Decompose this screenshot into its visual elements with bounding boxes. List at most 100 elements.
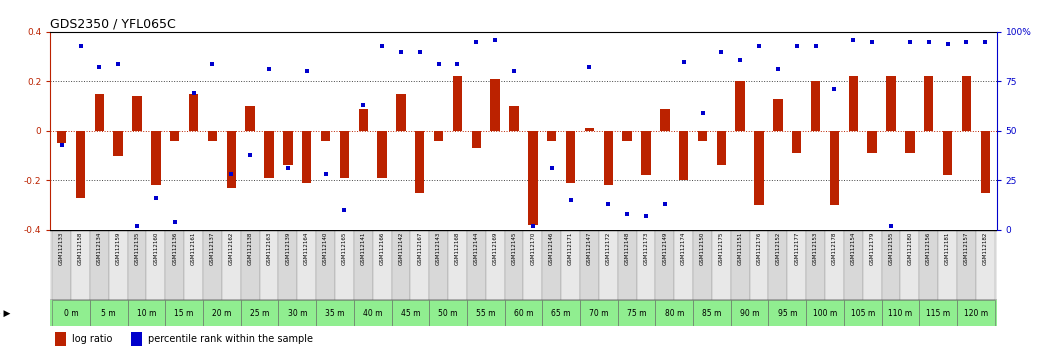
- Bar: [618, 230, 637, 301]
- Text: 80 m: 80 m: [665, 309, 684, 318]
- Bar: [830, 131, 839, 205]
- Bar: [429, 301, 467, 326]
- Text: GSM112133: GSM112133: [59, 232, 64, 265]
- Bar: [128, 230, 147, 301]
- Text: GSM112179: GSM112179: [870, 232, 875, 265]
- Bar: [580, 230, 599, 301]
- Text: GSM112172: GSM112172: [605, 232, 611, 265]
- Bar: [957, 230, 976, 301]
- Bar: [924, 76, 934, 131]
- Bar: [222, 230, 240, 301]
- Bar: [716, 131, 726, 165]
- Bar: [90, 301, 128, 326]
- Bar: [886, 76, 896, 131]
- Text: 25 m: 25 m: [250, 309, 270, 318]
- Text: GSM112176: GSM112176: [756, 232, 762, 265]
- Bar: [656, 230, 675, 301]
- Bar: [792, 131, 801, 153]
- Text: GSM112166: GSM112166: [380, 232, 385, 265]
- Text: GSM112137: GSM112137: [210, 232, 215, 265]
- Bar: [769, 301, 807, 326]
- Bar: [618, 301, 656, 326]
- Bar: [807, 230, 825, 301]
- Bar: [698, 131, 707, 141]
- Point: [939, 41, 956, 47]
- Point: [844, 37, 861, 42]
- Text: GSM112135: GSM112135: [134, 232, 140, 265]
- Bar: [434, 131, 444, 141]
- Bar: [843, 301, 881, 326]
- Bar: [811, 81, 820, 131]
- Bar: [354, 301, 391, 326]
- Text: 55 m: 55 m: [476, 309, 495, 318]
- Bar: [788, 230, 807, 301]
- Bar: [523, 230, 542, 301]
- Point: [808, 43, 825, 48]
- Point: [977, 39, 993, 45]
- Bar: [769, 230, 788, 301]
- Point: [205, 61, 221, 66]
- Bar: [94, 94, 104, 131]
- Bar: [415, 131, 425, 193]
- Bar: [542, 301, 580, 326]
- Bar: [52, 230, 71, 301]
- Bar: [340, 131, 349, 178]
- Bar: [731, 230, 750, 301]
- Bar: [862, 230, 881, 301]
- Text: 120 m: 120 m: [964, 309, 988, 318]
- Bar: [603, 131, 613, 185]
- Bar: [410, 230, 429, 301]
- Text: GSM112155: GSM112155: [889, 232, 894, 265]
- Point: [317, 171, 334, 177]
- Bar: [132, 96, 142, 131]
- Text: GSM112167: GSM112167: [418, 232, 423, 265]
- Point: [355, 102, 371, 108]
- Point: [279, 166, 296, 171]
- Text: GSM112161: GSM112161: [191, 232, 196, 265]
- Text: 10 m: 10 m: [136, 309, 156, 318]
- Bar: [679, 131, 688, 180]
- Bar: [868, 131, 877, 153]
- Point: [562, 197, 579, 203]
- Point: [506, 69, 522, 74]
- Text: GSM112138: GSM112138: [248, 232, 253, 265]
- Bar: [391, 301, 429, 326]
- Bar: [735, 81, 745, 131]
- Bar: [429, 230, 448, 301]
- Point: [373, 43, 390, 48]
- Text: GSM112157: GSM112157: [964, 232, 969, 265]
- Text: GSM112158: GSM112158: [78, 232, 83, 265]
- Bar: [208, 131, 217, 141]
- Bar: [240, 230, 259, 301]
- Bar: [264, 131, 274, 178]
- Bar: [905, 131, 915, 153]
- Point: [713, 49, 730, 55]
- Bar: [637, 230, 656, 301]
- Point: [260, 67, 277, 72]
- Text: GSM112153: GSM112153: [813, 232, 818, 265]
- Text: 40 m: 40 m: [363, 309, 383, 318]
- Bar: [71, 230, 90, 301]
- Text: GSM112181: GSM112181: [945, 232, 950, 265]
- Text: percentile rank within the sample: percentile rank within the sample: [148, 334, 313, 344]
- Text: GSM112168: GSM112168: [455, 232, 459, 265]
- Bar: [204, 301, 240, 326]
- Bar: [565, 131, 575, 183]
- Text: 45 m: 45 m: [401, 309, 420, 318]
- Text: GSM112163: GSM112163: [266, 232, 272, 265]
- Bar: [278, 230, 297, 301]
- Bar: [693, 301, 731, 326]
- Bar: [491, 79, 500, 131]
- Bar: [622, 131, 631, 141]
- Text: 100 m: 100 m: [813, 309, 837, 318]
- Point: [901, 39, 918, 45]
- Text: GSM112174: GSM112174: [681, 232, 686, 265]
- Text: GSM112164: GSM112164: [304, 232, 309, 265]
- Bar: [166, 301, 204, 326]
- Text: log ratio: log ratio: [72, 334, 112, 344]
- Bar: [528, 131, 537, 225]
- Bar: [881, 230, 900, 301]
- Bar: [170, 131, 179, 141]
- Text: GSM112154: GSM112154: [851, 232, 856, 265]
- Point: [600, 201, 617, 207]
